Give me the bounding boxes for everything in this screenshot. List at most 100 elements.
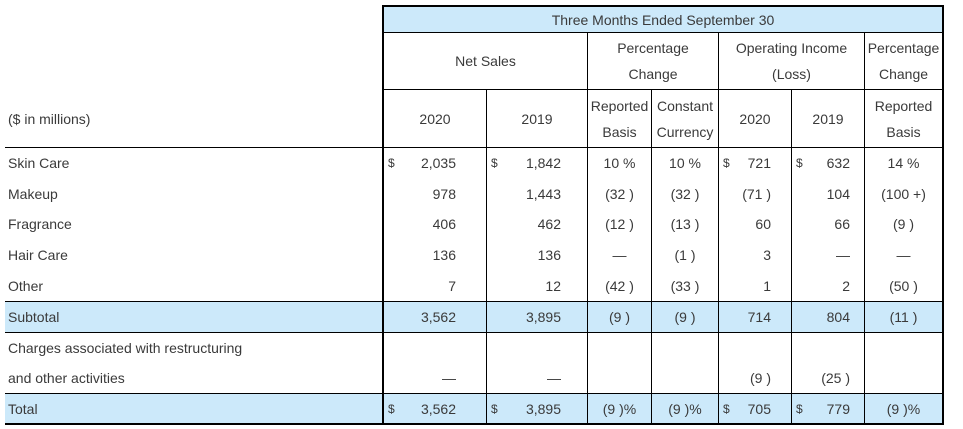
col-header-text: 2019 [812,110,844,127]
col-header-oi-2019: 2019 [791,90,864,148]
currency-symbol: $ [723,401,730,416]
table-cell: 12 [487,270,587,301]
table-cell: 3,895 [486,302,587,333]
cell-value: (32 ) [605,185,634,202]
table-cell: 136 [384,240,486,271]
table-cell: 10 % [652,148,718,179]
table-cell: (1 ) [652,240,718,271]
cell-value: 462 [537,216,561,233]
group-header-net-sales: Net Sales [382,33,587,90]
empty-cell [864,333,944,394]
group-header-percentage-change: Percentage Change [587,33,718,90]
net-sales-2019-column: $1,842 1,443 462 136 12 [486,148,587,302]
cell-value: (33 ) [670,277,700,294]
cell-value: (1 ) [674,247,696,264]
cell-value: 10 % [603,155,636,172]
empty-line [384,333,486,363]
row-label-text: Fragrance [8,216,72,233]
cell-value: (9 )% [886,400,921,417]
cell-value: (42 ) [605,277,634,294]
cell-value: 804 [826,309,850,325]
empty-cell [651,333,718,394]
table-cell: (50 ) [865,270,942,301]
cell-value: 978 [432,185,456,202]
row-label-text: Hair Care [8,247,68,264]
cell-value: 3 [763,247,771,264]
row-label: Makeup [5,179,382,210]
subtotal-label-cell: Subtotal [5,302,382,333]
cell-value: 104 [826,185,850,202]
col-header-oi-reported-basis: Reported Basis [864,90,944,148]
cell-value: (100 +) [881,185,926,202]
cell-value: — [442,370,456,386]
table-cell: 1 [719,270,791,301]
col-header-oi-2020: 2020 [718,90,791,148]
group-header-text: Percentage Change [867,40,940,82]
cell-value: 3,562 [420,400,456,417]
group-header-operating-income: Operating Income (Loss) [718,33,864,90]
table-cell: (12 ) [588,209,651,240]
pct-change-reported-column: 10 % (32 ) (12 ) — (42 ) [587,148,651,302]
row-label-text: Total [8,400,38,417]
cell-value: 406 [432,216,456,233]
cell-value: (13 ) [670,216,700,233]
table-cell: (9 )% [864,394,944,425]
cell-value: 7 [448,277,456,294]
cell-value: 1 [763,277,771,294]
cell-value: (25 ) [821,370,850,386]
cell-value: 3,895 [525,400,561,417]
cell-value: (9 ) [674,309,696,325]
charges-label-line2: and other activities [5,363,382,393]
table-cell: $3,562 [382,394,486,425]
charges-label-cell: Charges associated with restructuring an… [5,333,382,394]
row-label-text: Other [8,277,44,294]
spacer-cell [5,33,382,90]
table-cell: (9 )% [587,394,651,425]
table-title: Three Months Ended September 30 [382,5,944,33]
table-cell: (9 ) [651,302,718,333]
row-label-text: and other activities [8,370,125,386]
cell-value: (9 ) [893,216,914,233]
table-cell: $632 [792,148,864,179]
cell-value: — [612,247,627,264]
cell-value: (9 )% [602,400,637,417]
total-label-cell: Total [5,394,382,425]
table-cell: (9 ) [587,302,651,333]
table-cell: (32 ) [588,179,651,210]
table-cell: (25 ) [791,333,864,394]
table-cell: 462 [487,209,587,240]
cell-value: (32 ) [670,185,700,202]
empty-line [487,333,587,363]
table-cell: $779 [791,394,864,425]
group-header-text: Percentage Change [617,40,689,82]
currency-symbol: $ [491,156,498,171]
cell-value: 1,443 [525,185,561,202]
group-header-text: Net Sales [455,53,516,69]
currency-symbol: $ [491,401,498,416]
group-header-text: Operating Income (Loss) [735,40,848,82]
cell-value: — [836,247,850,264]
cell-value: (9 ) [609,309,630,325]
col-header-text: 2019 [521,110,553,127]
cell-value: 632 [826,155,850,172]
currency-symbol: $ [388,401,395,416]
table-cell: (11 ) [864,302,944,333]
cell-value: 14 % [887,155,920,172]
table-cell: — [487,363,587,393]
table-cell: 714 [718,302,791,333]
table-title-text: Three Months Ended September 30 [551,11,775,28]
table-cell: — [792,240,864,271]
cell-value: 3,562 [420,309,456,325]
table-cell: 3,562 [382,302,486,333]
col-header-ns-2019: 2019 [486,90,587,148]
cell-value: 10 % [669,155,701,172]
cell-value: 136 [537,247,561,264]
col-header-text: Reported Basis [874,97,933,140]
cell-value: 2 [842,277,850,294]
cell-value: 2,035 [420,155,456,172]
operating-income-2020-column: $721 (71 ) 60 3 1 [718,148,791,302]
segment-results-table: Three Months Ended September 30 Net Sale… [5,5,944,425]
table-cell: — [588,240,651,271]
table-cell: (25 ) [792,363,864,393]
table-cell: 136 [487,240,587,271]
